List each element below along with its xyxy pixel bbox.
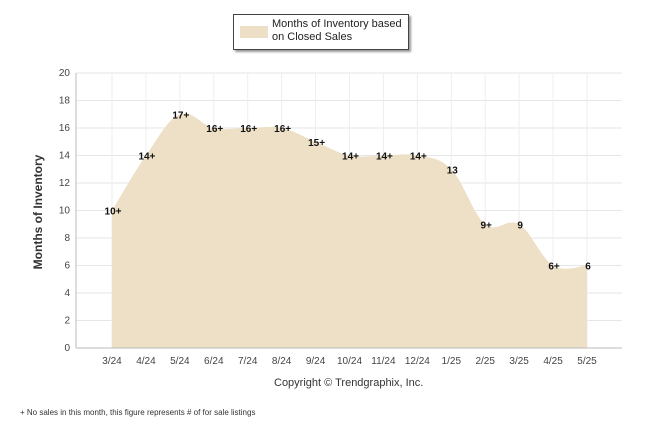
x-tick-label: 1/25	[442, 356, 462, 367]
y-tick-label: 0	[64, 343, 70, 354]
data-label: 16+	[206, 124, 223, 135]
chart-axes	[75, 73, 622, 349]
y-tick-label: 18	[59, 96, 71, 107]
x-tick-label: 12/24	[405, 356, 430, 367]
data-label: 9+	[481, 220, 493, 231]
x-tick-label: 8/24	[272, 356, 292, 367]
x-tick-label: 3/25	[509, 356, 529, 367]
y-tick-label: 12	[59, 178, 71, 189]
data-label: 14+	[376, 152, 393, 163]
data-label: 16+	[240, 124, 257, 135]
legend: Months of Inventory based on Closed Sale…	[233, 14, 409, 50]
data-label: 15+	[308, 138, 325, 149]
footnote-text: + No sales in this month, this figure re…	[20, 408, 256, 417]
x-tick-label: 4/25	[543, 356, 563, 367]
y-tick-label: 16	[59, 123, 71, 134]
x-tick-label: 11/24	[371, 356, 396, 367]
y-tick-label: 20	[59, 68, 71, 79]
data-label: 14+	[138, 152, 155, 163]
data-label: 6+	[548, 262, 560, 273]
data-label: 9	[517, 220, 523, 231]
x-tick-labels: 3/24 4/24 5/24 6/24 7/24 8/24 9/24 10/24 11/24 12…	[102, 356, 597, 367]
data-labels: 10+ 14+ 17+ 16+ 16+ 16+ 15+ 14+ 14+ 14+ 13 9+ 9 6+ 6	[105, 110, 592, 272]
data-label: 13	[447, 165, 459, 176]
x-tick-label: 7/24	[238, 356, 258, 367]
y-tick-label: 2	[64, 316, 70, 327]
x-tick-label: 2/25	[475, 356, 495, 367]
y-tick-label: 6	[64, 261, 70, 272]
y-tick-labels: 0 2 4 6 8 10 12 14 16 18 20	[59, 68, 71, 354]
x-tick-label: 5/25	[577, 356, 597, 367]
x-tick-label: 10/24	[337, 356, 362, 367]
y-axis-title: Months of Inventory	[31, 154, 45, 270]
y-tick-label: 10	[59, 206, 71, 217]
data-label: 6	[585, 262, 591, 273]
x-tick-label: 3/24	[102, 356, 122, 367]
x-tick-label: 5/24	[170, 356, 190, 367]
data-label: 17+	[172, 110, 189, 121]
y-tick-label: 4	[64, 288, 70, 299]
series-area	[112, 113, 587, 349]
x-tick-label: 9/24	[306, 356, 326, 367]
data-label: 14+	[342, 152, 359, 163]
chart-area-layer	[112, 113, 587, 349]
legend-swatch	[240, 26, 268, 38]
x-tick-label: 6/24	[204, 356, 224, 367]
x-tick-label: 4/24	[136, 356, 156, 367]
legend-label: Months of Inventory based on Closed Sale…	[272, 18, 402, 43]
copyright-text: Copyright © Trendgraphix, Inc.	[274, 377, 424, 389]
data-label: 14+	[410, 152, 427, 163]
y-tick-label: 8	[64, 233, 70, 244]
y-tick-label: 14	[59, 151, 71, 162]
data-label: 10+	[105, 207, 122, 218]
data-label: 16+	[274, 124, 291, 135]
